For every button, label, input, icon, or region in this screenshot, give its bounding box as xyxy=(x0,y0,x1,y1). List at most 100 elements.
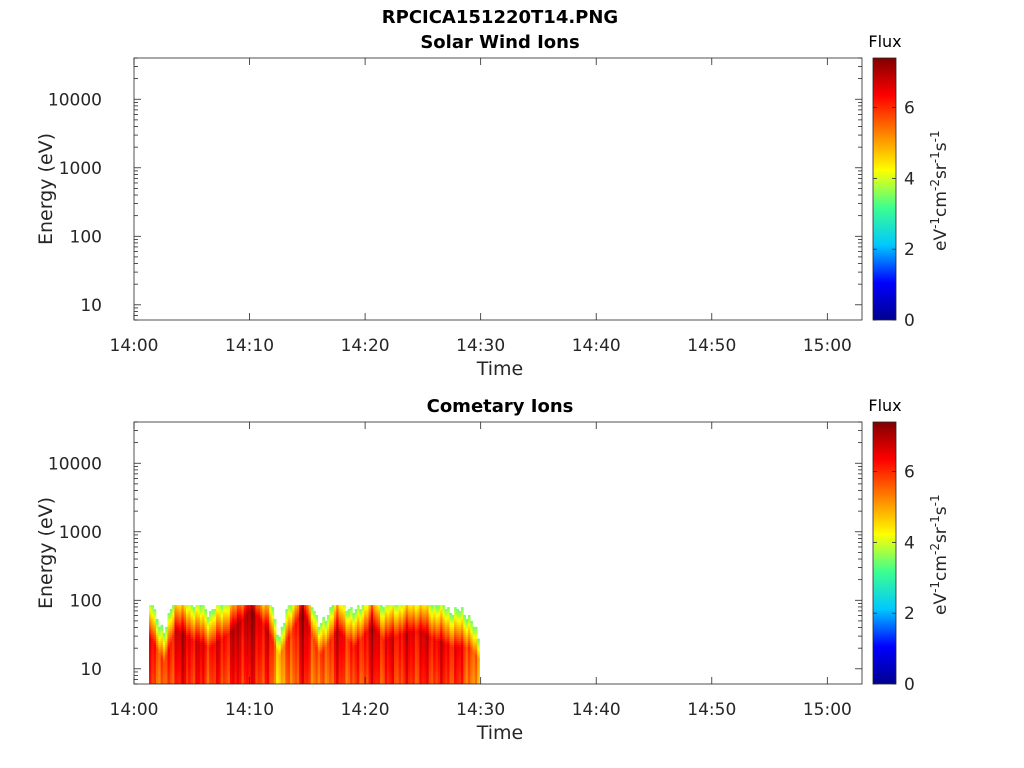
spectrogram-cell xyxy=(331,662,335,665)
spectrogram-cell xyxy=(400,646,404,649)
spectrogram-cell xyxy=(197,630,201,634)
spectrogram-cell xyxy=(188,611,191,614)
x-tick-label: 14:30 xyxy=(456,336,505,356)
spectrogram-cell xyxy=(331,620,335,624)
spectrogram-cell xyxy=(236,624,240,628)
spectrogram-cell xyxy=(197,640,201,643)
spectrogram-cell xyxy=(211,644,215,647)
spectrogram-cell xyxy=(255,644,258,647)
spectrogram-cell xyxy=(220,664,224,667)
spectrogram-cell xyxy=(155,674,159,677)
spectrogram-cell xyxy=(222,609,226,612)
spectrogram-cell xyxy=(283,676,286,679)
spectrogram-cell xyxy=(271,662,275,665)
spectrogram-cell xyxy=(391,678,395,681)
spectrogram-cell xyxy=(290,682,293,684)
spectrogram-cell xyxy=(162,642,166,645)
spectrogram-cell xyxy=(213,652,217,655)
spectrogram-cell xyxy=(421,664,425,667)
spectrogram-cell xyxy=(151,626,154,630)
spectrogram-cell xyxy=(167,678,171,681)
spectrogram-cell xyxy=(324,638,328,641)
spectrogram-cell xyxy=(396,638,399,641)
spectrogram-cell xyxy=(165,664,168,667)
spectrogram-cell xyxy=(169,652,173,655)
spectrogram-cell xyxy=(398,638,402,641)
spectrogram-cell xyxy=(375,666,379,669)
spectrogram-cell xyxy=(310,626,314,630)
spectrogram-cell xyxy=(308,652,312,655)
spectrogram-cell xyxy=(350,646,353,649)
spectrogram-cell xyxy=(248,648,252,651)
spectrogram-cell xyxy=(407,614,411,618)
spectrogram-cell xyxy=(437,605,441,608)
spectrogram-cell xyxy=(155,630,159,634)
spectrogram-cell xyxy=(426,654,429,657)
spectrogram-cell xyxy=(202,605,205,608)
spectrogram-cell xyxy=(257,622,261,626)
spectrogram-cell xyxy=(433,634,436,637)
spectrogram-cell xyxy=(216,628,219,632)
spectrogram-cell xyxy=(220,676,224,679)
spectrogram-cell xyxy=(285,650,288,653)
spectrogram-cell xyxy=(202,630,205,634)
spectrogram-cell xyxy=(326,638,330,641)
spectrogram-cell xyxy=(400,642,404,645)
spectrogram-cell xyxy=(232,638,235,641)
spectrogram-cell xyxy=(239,614,242,618)
spectrogram-cell xyxy=(338,666,342,669)
spectrogram-cell xyxy=(329,674,332,677)
spectrogram-cell xyxy=(236,662,240,665)
spectrogram-cell xyxy=(222,678,226,681)
spectrogram-cell xyxy=(322,680,325,683)
spectrogram-cell xyxy=(315,656,319,659)
spectrogram-cell xyxy=(292,613,295,616)
spectrogram-cell xyxy=(236,622,240,626)
spectrogram-cell xyxy=(336,624,339,628)
spectrogram-cell xyxy=(313,660,316,663)
spectrogram-cell xyxy=(320,682,323,684)
spectrogram-cell xyxy=(391,626,395,630)
spectrogram-cell xyxy=(336,672,339,675)
spectrogram-cell xyxy=(294,642,298,645)
spectrogram-cell xyxy=(440,611,443,614)
spectrogram-cell xyxy=(410,642,413,645)
spectrogram-cell xyxy=(195,660,198,663)
spectrogram-cell xyxy=(421,666,425,669)
spectrogram-cell xyxy=(424,620,427,624)
spectrogram-cell xyxy=(167,674,171,677)
spectrogram-cell xyxy=(308,618,312,622)
spectrogram-cell xyxy=(220,666,224,669)
spectrogram-cell xyxy=(262,614,265,618)
spectrogram-cell xyxy=(222,607,226,610)
spectrogram-cell xyxy=(294,618,298,622)
spectrogram-cell xyxy=(377,636,381,639)
spectrogram-cell xyxy=(266,660,270,663)
spectrogram-cell xyxy=(199,668,203,671)
spectrogram-cell xyxy=(308,648,312,651)
spectrogram-cell xyxy=(426,664,429,667)
spectrogram-cell xyxy=(338,638,342,641)
spectrogram-cell xyxy=(403,624,406,628)
spectrogram-cell xyxy=(239,642,242,645)
spectrogram-cell xyxy=(234,656,238,659)
spectrogram-cell xyxy=(414,648,418,651)
spectrogram-cell xyxy=(257,652,261,655)
spectrogram-cell xyxy=(211,664,215,667)
spectrogram-cell xyxy=(151,662,154,665)
spectrogram-cell xyxy=(357,670,360,673)
spectrogram-cell xyxy=(306,613,309,616)
spectrogram-cell xyxy=(278,678,282,681)
spectrogram-cell xyxy=(370,680,374,683)
spectrogram-cell xyxy=(243,660,247,663)
spectrogram-cell xyxy=(220,634,224,637)
spectrogram-cell xyxy=(211,656,215,659)
spectrogram-cell xyxy=(211,640,215,643)
spectrogram-cell xyxy=(172,680,175,683)
spectrogram-cell xyxy=(202,650,205,653)
spectrogram-cell xyxy=(366,650,369,653)
spectrogram-cell xyxy=(257,660,261,663)
spectrogram-cell xyxy=(264,634,268,637)
spectrogram-cell xyxy=(195,676,198,679)
spectrogram-cell xyxy=(253,656,256,659)
